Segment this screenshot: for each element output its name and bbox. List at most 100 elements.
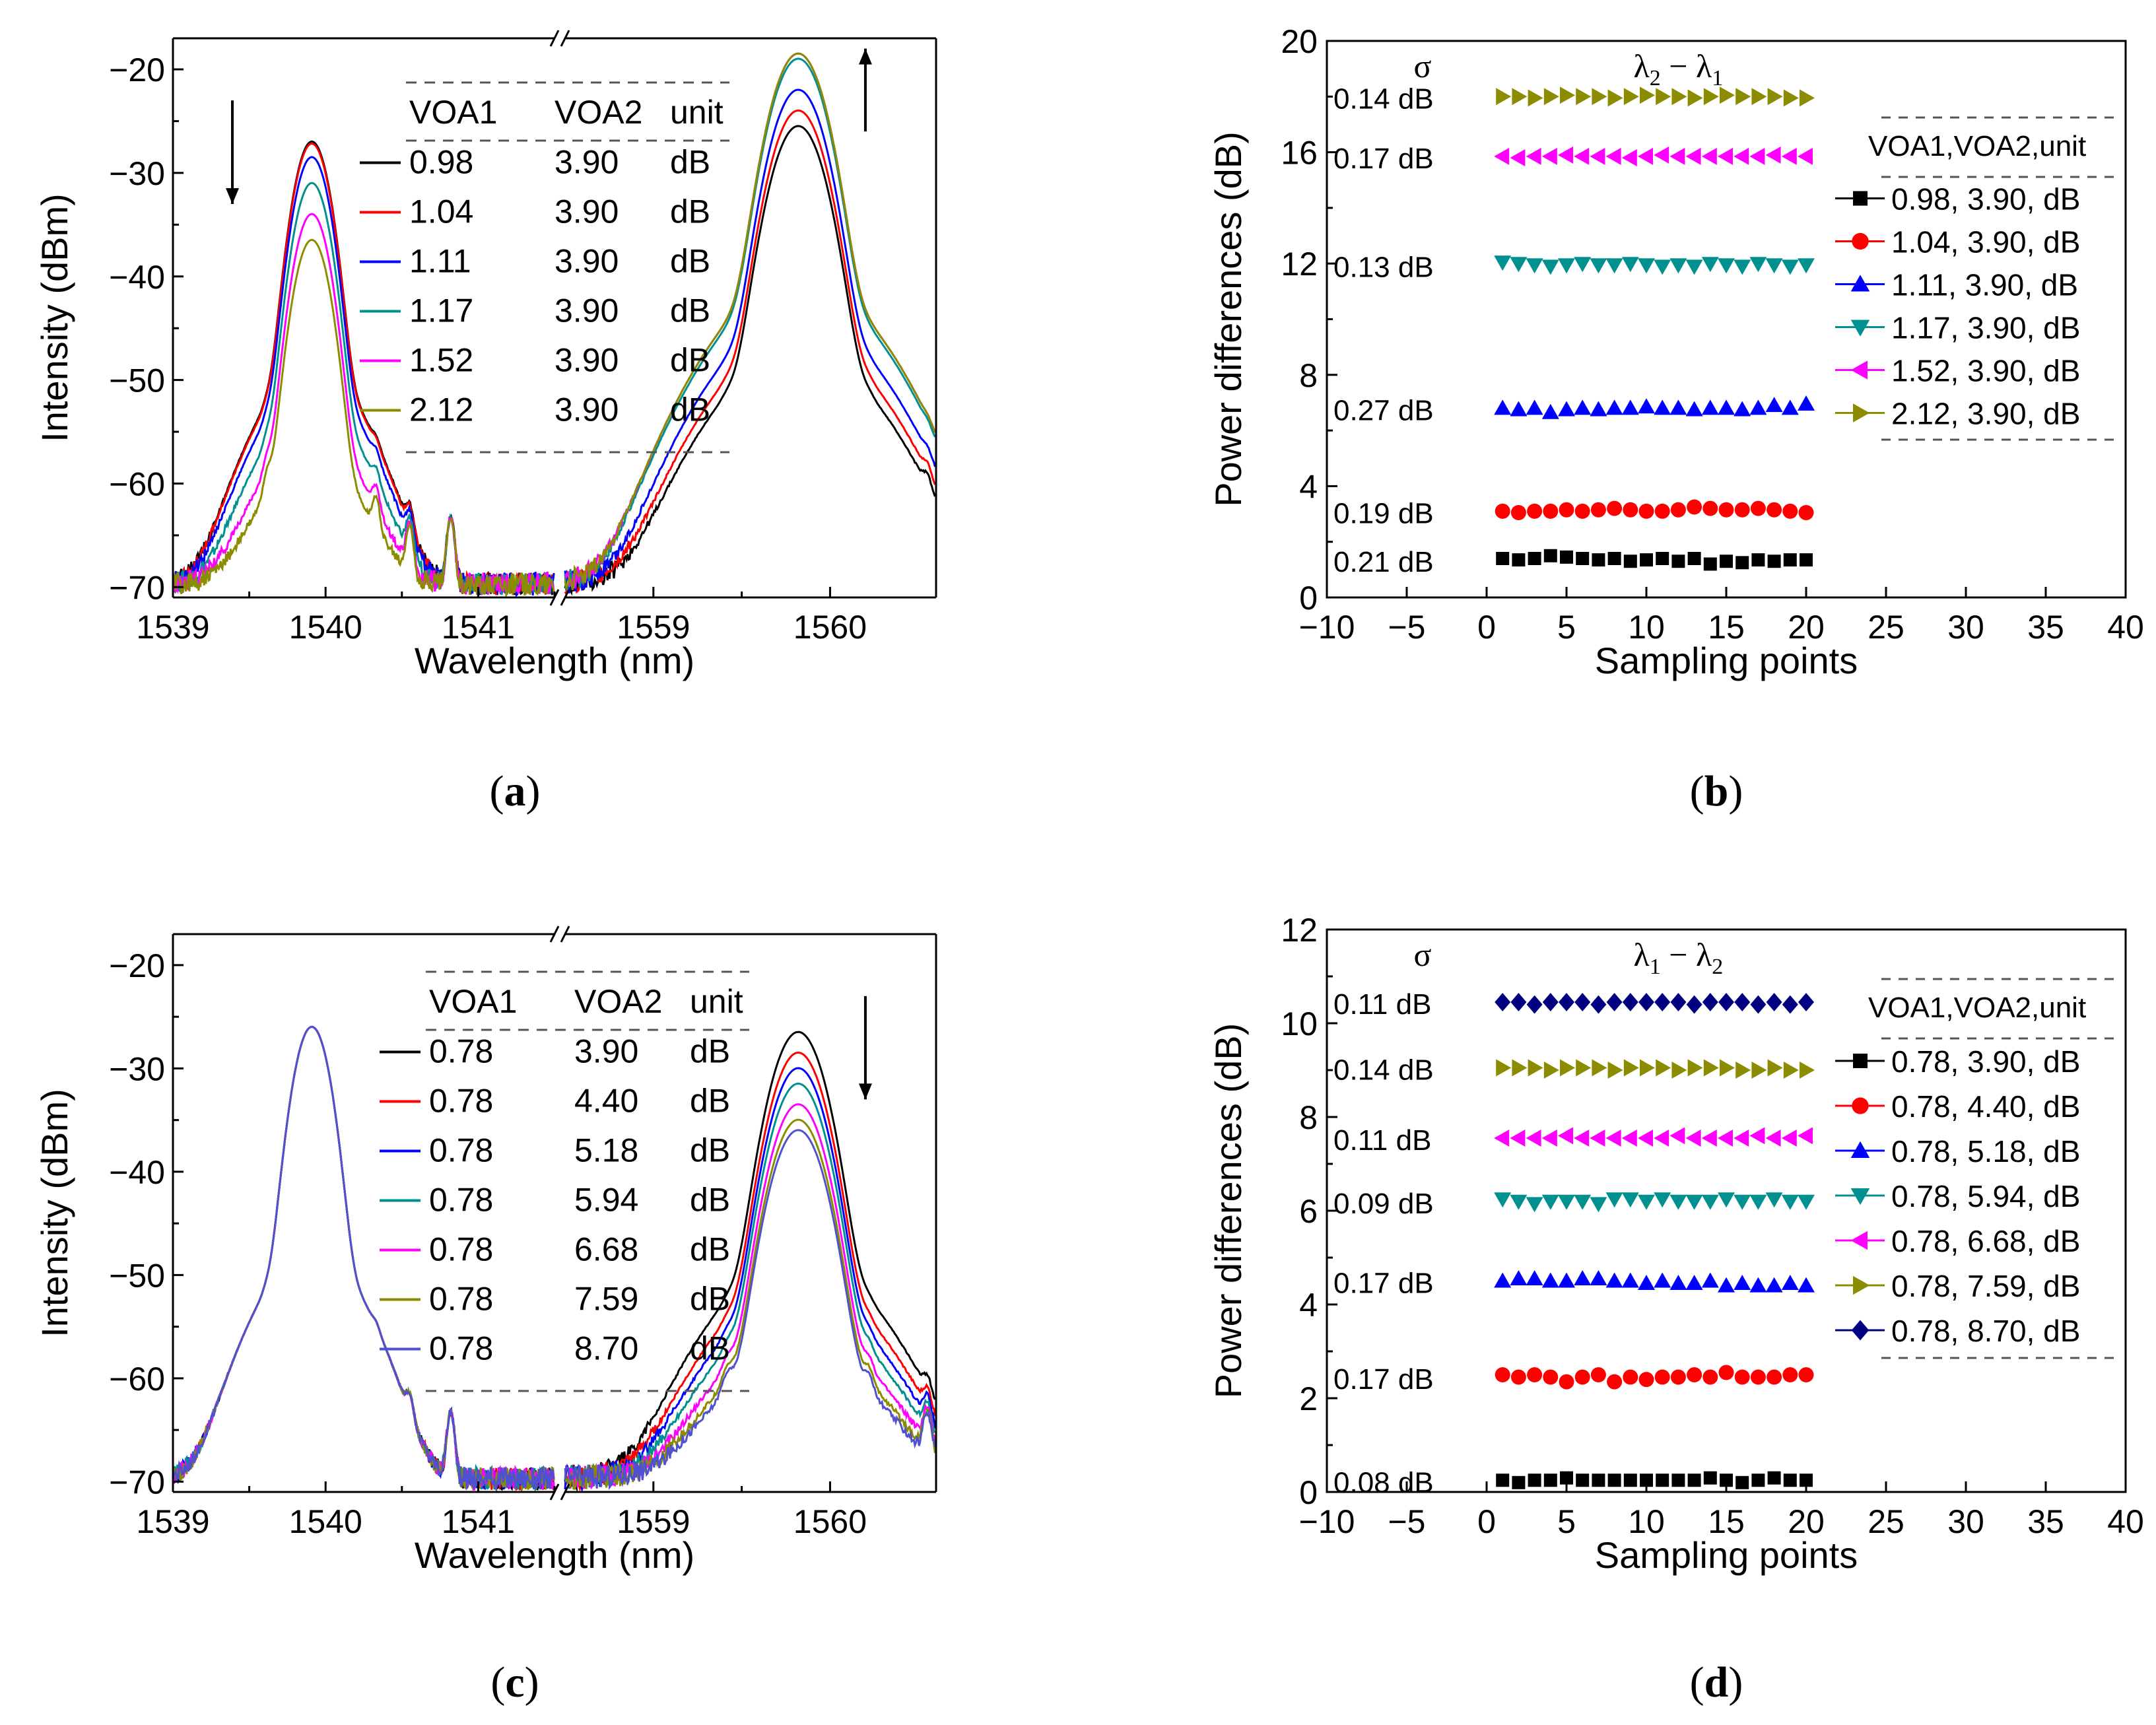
difference-annotation: λ1 − λ2 <box>1634 936 1724 979</box>
trace-6.68-left <box>172 1025 555 1491</box>
trace-2.12-right <box>564 52 936 590</box>
series-0: 0.08 dB <box>1333 1466 1813 1499</box>
data-point <box>1749 1194 1767 1210</box>
data-point <box>1510 1194 1528 1210</box>
data-point <box>1621 1129 1637 1147</box>
caption-letter: c <box>505 1658 524 1707</box>
data-point <box>1718 1129 1733 1147</box>
data-point <box>1718 1365 1734 1380</box>
data-point <box>1496 1473 1510 1487</box>
data-point <box>1703 1059 1719 1077</box>
data-point <box>1800 89 1815 107</box>
data-point <box>1607 1473 1621 1487</box>
sigma-value: 0.21 dB <box>1333 546 1434 578</box>
data-point <box>1670 502 1686 518</box>
data-point <box>1734 401 1751 417</box>
data-point <box>1590 502 1606 518</box>
data-point <box>1749 1277 1767 1293</box>
data-point <box>1543 549 1557 562</box>
legend-swatch-marker <box>1853 191 1868 206</box>
sigma-value: 0.17 dB <box>1333 143 1434 175</box>
y-tick-label: 0 <box>1299 580 1318 617</box>
data-point <box>1638 258 1655 274</box>
data-point <box>1720 1473 1733 1487</box>
data-point <box>1590 147 1605 165</box>
y-tick-label: −50 <box>109 1257 165 1294</box>
data-point <box>1718 399 1735 415</box>
trace-3.90-left <box>172 1025 555 1491</box>
legend-swatch-marker <box>1850 360 1868 380</box>
legend-label: 1.17, 3.90, dB <box>1891 311 2080 345</box>
legend-swatch-marker <box>1853 1275 1870 1295</box>
annotation-sub: 2 <box>1712 955 1723 979</box>
data-point <box>1735 556 1749 570</box>
series-2: 0.27 dB <box>1333 394 1815 426</box>
data-point <box>1574 1129 1590 1147</box>
x-tick-label: 20 <box>1788 1503 1825 1540</box>
x-axis-label: Sampling points <box>1595 640 1858 681</box>
data-point <box>1574 147 1590 165</box>
data-point <box>1542 993 1559 1012</box>
series-4: 0.17 dB <box>1333 143 1813 175</box>
data-point <box>1560 550 1573 564</box>
legend-voa1: 0.78 <box>429 1182 493 1219</box>
data-point <box>1494 255 1512 271</box>
data-point <box>1654 503 1670 519</box>
x-tick-label: −5 <box>1388 609 1425 646</box>
legend-swatch-marker <box>1852 232 1869 250</box>
x-tick-label: 0 <box>1477 1503 1496 1540</box>
legend-voa1: 1.11 <box>409 243 471 280</box>
x-tick-label: 25 <box>1868 609 1904 646</box>
trace-0.98-left <box>172 140 555 595</box>
data-point <box>1669 147 1685 165</box>
x-tick-label: 40 <box>2107 1503 2144 1540</box>
legend-unit: dB <box>690 1132 730 1169</box>
annotation-sub: 1 <box>1650 955 1661 979</box>
data-point <box>1798 504 1814 520</box>
data-point <box>1576 1473 1590 1487</box>
data-point <box>1718 258 1735 274</box>
data-point <box>1526 399 1543 415</box>
data-point <box>1558 1127 1573 1145</box>
data-point <box>1767 1471 1781 1485</box>
data-point <box>1701 147 1717 165</box>
x-tick-label: 40 <box>2107 609 2144 646</box>
legend: VOA1 VOA2 unit 0.98 3.90 dB 1.04 3.90 dB 1.11 3.90… <box>360 81 729 454</box>
caption-paren: ( <box>490 1658 505 1707</box>
data-point <box>1767 1369 1782 1385</box>
x-tick-label: 1541 <box>442 609 515 646</box>
trace-5.18-right <box>564 1067 936 1493</box>
trend-arrow-head <box>858 48 872 65</box>
data-point <box>1782 1367 1798 1382</box>
axis-break-mark <box>560 1483 570 1501</box>
data-point <box>1527 1367 1543 1382</box>
panel-caption: (c) <box>490 1658 539 1707</box>
legend-voa2: 3.90 <box>555 342 619 379</box>
data-point <box>1765 397 1783 413</box>
y-tick-label: −60 <box>109 465 165 502</box>
data-point <box>1605 399 1623 415</box>
data-point <box>1605 1129 1621 1147</box>
spectrum-traces <box>172 1025 936 1494</box>
x-tick-label: −5 <box>1388 1503 1425 1540</box>
sigma-value: 0.14 dB <box>1333 1054 1434 1086</box>
legend-header: VOA1 <box>409 94 497 131</box>
legend-header: unit <box>670 94 724 131</box>
data-point <box>1703 88 1719 106</box>
legend-unit: dB <box>670 243 710 280</box>
data-point <box>1541 1272 1559 1288</box>
x-tick-label: 1539 <box>136 1503 209 1540</box>
caption-paren: ( <box>1690 1658 1704 1707</box>
data-point <box>1701 1129 1717 1147</box>
legend-label: 1.11, 3.90, dB <box>1891 268 2078 302</box>
legend-header: VOA2 <box>574 983 662 1020</box>
sigma-value: 0.17 dB <box>1333 1268 1434 1300</box>
data-point <box>1605 1192 1623 1208</box>
data-point <box>1734 502 1750 518</box>
annotation-sub: 1 <box>1712 66 1723 90</box>
y-tick-label: 8 <box>1299 1099 1318 1136</box>
data-point <box>1560 1059 1575 1077</box>
data-point <box>1798 395 1815 411</box>
data-point <box>1669 1127 1685 1145</box>
